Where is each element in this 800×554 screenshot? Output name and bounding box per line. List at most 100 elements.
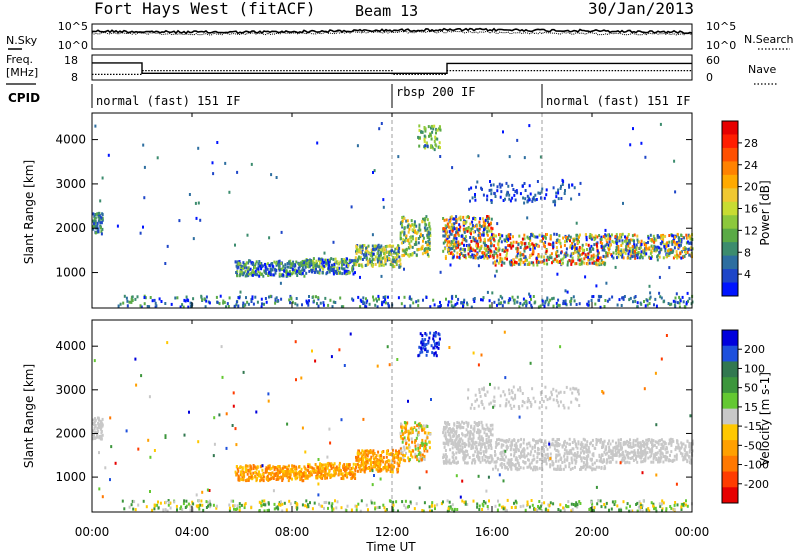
- power-echo-cell: [393, 250, 395, 254]
- power-echo-cell: [514, 190, 517, 193]
- velocity-echo-cell: [538, 452, 540, 456]
- velocity-echo-cell: [490, 444, 492, 447]
- velocity-echo-cell: [598, 465, 601, 469]
- power-echo-cell: [92, 212, 95, 216]
- power-echo-cell: [541, 187, 544, 191]
- velocity-echo-cell: [402, 432, 405, 436]
- power-echo-cell: [278, 272, 281, 276]
- power-echo-cell: [409, 244, 412, 248]
- velocity-echo-cell: [452, 427, 455, 431]
- velocity-echo-cell: [632, 441, 635, 445]
- power-echo-cell: [621, 239, 624, 243]
- power-echo-cell: [617, 255, 620, 259]
- power-echo-cell: [514, 260, 516, 264]
- velocity-echo-cell: [266, 474, 269, 478]
- power-echo-cell: [375, 297, 378, 301]
- power-echo-cell: [430, 144, 433, 148]
- velocity-echo-cell: [388, 459, 391, 463]
- power-echo-cell: [444, 224, 447, 228]
- velocity-echo-cell: [563, 458, 566, 462]
- velocity-echo-cell: [338, 469, 341, 473]
- velocity-echo-cell: [494, 445, 497, 449]
- power-echo-cell: [266, 262, 269, 266]
- power-echo-cell: [627, 252, 630, 256]
- power-echo-cell: [185, 295, 188, 299]
- power-echo-cell: [571, 256, 574, 260]
- power-echo-cell: [469, 255, 472, 259]
- velocity-echo-cell: [455, 456, 458, 460]
- velocity-echo-cell: [643, 458, 646, 461]
- power-ylabel: Slant Range [km]: [22, 160, 36, 264]
- power-echo-cell: [341, 272, 344, 276]
- power-ytick-label: 1000: [55, 266, 86, 280]
- velocity-echo-cell: [449, 430, 452, 434]
- velocity-echo-cell: [605, 445, 608, 449]
- power-echo-cell: [676, 256, 679, 260]
- velocity-echo-cell: [369, 451, 372, 455]
- velocity-echo-cell: [520, 455, 523, 458]
- velocity-echo-cell: [413, 426, 416, 429]
- velocity-echo-cell: [586, 450, 589, 454]
- power-echo-cell: [596, 244, 598, 248]
- velocity-echo-cell: [483, 442, 486, 446]
- power-echo-cell: [488, 188, 491, 192]
- power-echo-cell: [572, 259, 575, 263]
- velocity-echo-cell: [436, 345, 439, 349]
- power-echo-cell: [511, 196, 514, 200]
- velocity-echo-cell: [302, 472, 305, 476]
- velocity-echo-cell: [444, 442, 447, 446]
- power-echo-cell: [544, 301, 547, 305]
- power-echo-cell: [494, 274, 497, 278]
- velocity-echo-cell: [570, 451, 573, 455]
- velocity-echo-cell: [444, 435, 447, 439]
- velocity-echo-cell: [335, 465, 338, 469]
- power-colorbar-swatch: [722, 228, 738, 243]
- velocity-echo-cell: [641, 449, 644, 453]
- velocity-echo-cell: [479, 448, 482, 452]
- power-echo-cell: [448, 252, 451, 255]
- velocity-echo-cell: [522, 454, 525, 458]
- velocity-echo-cell: [428, 446, 431, 450]
- power-echo-cell: [359, 275, 361, 279]
- power-echo-cell: [530, 297, 532, 301]
- velocity-echo-cell: [459, 426, 462, 430]
- power-echo-cell: [685, 241, 688, 245]
- power-echo-cell: [436, 128, 439, 132]
- power-echo-cell: [241, 272, 244, 276]
- power-echo-cell: [323, 264, 326, 268]
- power-echo-cell: [488, 299, 491, 303]
- velocity-echo-cell: [92, 429, 95, 433]
- power-echo-cell: [492, 255, 495, 259]
- velocity-echo-cell: [609, 460, 612, 464]
- velocity-echo-cell: [553, 447, 556, 451]
- power-echo-cell: [518, 258, 521, 262]
- power-echo-cell: [483, 256, 486, 260]
- power-echo-cell: [515, 240, 518, 244]
- power-echo-cell: [428, 223, 430, 227]
- power-echo-cell: [223, 300, 226, 304]
- power-echo-cell: [622, 201, 624, 205]
- power-echo-cell: [92, 219, 95, 223]
- power-echo-cell: [381, 262, 384, 266]
- power-echo-cell: [522, 297, 525, 301]
- power-echo-cell: [399, 234, 402, 238]
- power-echo-cell: [272, 273, 275, 277]
- power-echo-cell: [430, 137, 433, 141]
- power-echo-cell: [665, 245, 668, 248]
- velocity-echo-cell: [619, 444, 622, 448]
- velocity-echo-cell: [510, 446, 513, 450]
- velocity-echo-cell: [543, 444, 545, 447]
- velocity-echo-cell: [595, 438, 598, 441]
- power-echo-cell: [372, 248, 375, 251]
- power-echo-cell: [672, 234, 675, 238]
- power-echo-cell: [445, 297, 447, 301]
- power-echo-cell: [597, 259, 600, 263]
- power-echo-cell: [246, 233, 249, 237]
- velocity-echo-cell: [378, 469, 381, 473]
- power-echo-cell: [627, 233, 630, 236]
- power-echo-cell: [607, 246, 610, 250]
- velocity-echo-cell: [456, 435, 459, 438]
- power-echo-cell: [683, 246, 686, 249]
- power-echo-cell: [562, 302, 565, 306]
- velocity-echo-cell: [623, 458, 626, 462]
